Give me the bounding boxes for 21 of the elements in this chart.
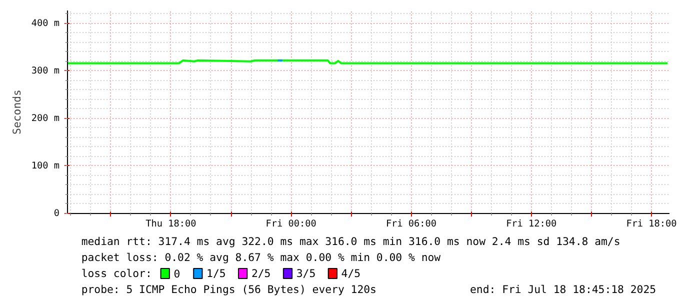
text: probe: 5 ICMP Echo Pings (56 Bytes) every 120s [81, 283, 376, 296]
text: median rtt: 317.4 ms avg 322.0 ms max 316.0 ms min 316.0 ms now 2.4 ms sd 134.8 am/s [81, 235, 620, 248]
y-tick-label: 400 m [31, 18, 60, 29]
y-axis-title: Seconds [10, 90, 24, 134]
legend-label: 2/5 [251, 267, 271, 280]
x-tick-label: Thu 18:00 [146, 218, 197, 230]
legend-label: 3/5 [296, 267, 316, 280]
y-tick-label: 300 m [31, 65, 60, 76]
legend-label: 0 [174, 268, 180, 280]
y-tick-label: 200 m [31, 112, 60, 124]
text: packet loss: 0.02 % avg 8.67 % max 0.00 % min 0.00 % now [81, 251, 442, 264]
x-tick-label: Fri 00:00 [266, 218, 317, 230]
text: end: Fri Jul 18 18:45:18 2025 [470, 283, 656, 296]
x-tick-label: Fri 12:00 [506, 218, 558, 230]
y-tick-label: 100 m [31, 160, 60, 172]
x-tick-label: Fri 06:00 [386, 218, 437, 230]
legend-label: 1/5 [206, 267, 226, 280]
legend-title: loss color: [81, 267, 152, 280]
y-tick-label: 0 [54, 208, 60, 219]
x-tick-label: Fri 18:00 [626, 218, 678, 230]
legend-label: 4/5 [341, 267, 361, 280]
